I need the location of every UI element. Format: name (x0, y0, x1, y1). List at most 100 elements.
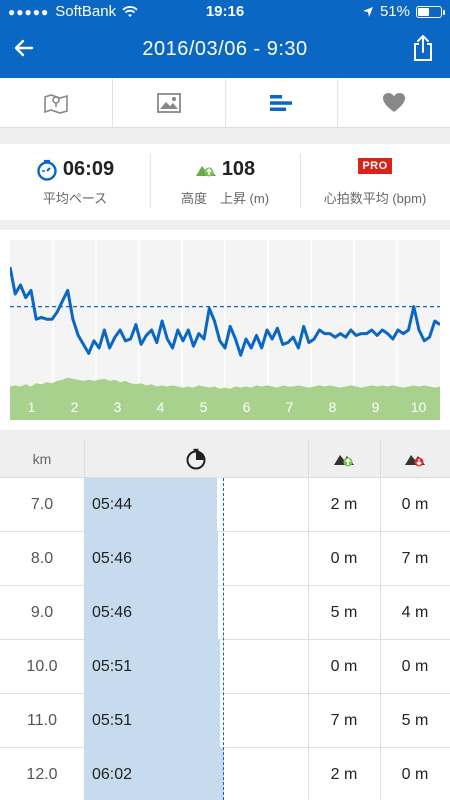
section-divider (0, 430, 450, 440)
battery-fill (418, 7, 430, 16)
elevation-down-cell: 0 m (401, 496, 429, 513)
stat-pace: 06:09 平均ペース (0, 144, 150, 220)
stat-elevation: 108 高度 上昇 (m) (150, 144, 300, 220)
app-header: 2016/03/06 - 9:30 (0, 22, 450, 78)
x-tick-label: 7 (286, 399, 294, 415)
pace-bar (84, 532, 218, 586)
x-tick-label: 5 (200, 399, 208, 415)
elevation-up-cell: 5 m (330, 604, 358, 621)
elevation-down-cell: 5 m (401, 712, 429, 729)
pace-bar (84, 478, 217, 532)
x-tick-label: 3 (114, 399, 122, 415)
pace-line (10, 266, 440, 357)
elevation-area (10, 377, 440, 420)
map-icon (44, 93, 68, 114)
table-row[interactable]: 10.0 05:51 0 m 0 m (0, 640, 450, 694)
elevation-down-cell: 7 m (401, 550, 429, 567)
elevation-down-cell: 4 m (401, 604, 429, 621)
elevation-up-cell: 7 m (330, 712, 358, 729)
km-header: km (32, 451, 52, 467)
stats-summary: 06:09 平均ペース 108 高度 上昇 (m) PRO 心拍数平均 (bpm… (0, 144, 450, 220)
x-tick-label: 2 (71, 399, 79, 415)
status-bar: ●●●●● SoftBank 19:16 51% (0, 0, 450, 22)
column-divider (380, 440, 381, 477)
pace-value: 06:09 (62, 158, 115, 180)
km-cell: 11.0 (27, 712, 57, 729)
signal-icon: ●●●●● (8, 4, 50, 19)
pace-bar (84, 694, 220, 748)
photo-icon (156, 92, 181, 113)
average-pace-line (223, 478, 224, 800)
pace-cell: 05:44 (92, 496, 133, 513)
carrier-name: SoftBank (55, 3, 117, 20)
splits-table-header: km (0, 440, 450, 478)
pace-icon (37, 159, 57, 181)
elevation-up-cell: 2 m (330, 766, 358, 783)
km-cell: 9.0 (30, 604, 54, 621)
table-row[interactable]: 7.0 05:44 2 m 0 m (0, 478, 450, 532)
section-divider (0, 128, 450, 144)
x-tick-label: 1 (28, 399, 36, 415)
x-tick-label: 10 (411, 399, 427, 415)
elevation-up-icon (334, 455, 354, 467)
elevation-up-cell: 2 m (330, 496, 358, 513)
pace-elevation-chart: 1 2 3 4 5 6 7 8 9 10 (0, 230, 450, 430)
page-title: 2016/03/06 - 9:30 (142, 38, 308, 60)
splits-table: 7.0 05:44 2 m 0 m 8.0 05:46 0 m 7 m 9.0 … (0, 478, 450, 800)
column-divider (308, 440, 309, 477)
table-row[interactable]: 9.0 05:46 5 m 4 m (0, 586, 450, 640)
elevation-down-cell: 0 m (401, 766, 429, 783)
location-arrow-icon (362, 6, 373, 17)
stopwatch-icon (186, 448, 206, 470)
table-row[interactable]: 8.0 05:46 0 m 7 m (0, 532, 450, 586)
pro-badge: PRO (358, 158, 392, 174)
wifi-icon (122, 5, 138, 17)
pace-bar (84, 586, 218, 640)
x-tick-label: 4 (157, 399, 165, 415)
km-cell: 7.0 (30, 496, 54, 513)
elevation-down-icon (405, 455, 425, 467)
pace-cell: 05:51 (92, 712, 133, 729)
activity-tabs (0, 78, 450, 128)
share-icon[interactable] (410, 34, 436, 62)
elevation-down-cell: 0 m (401, 658, 429, 675)
pace-cell: 06:02 (92, 766, 133, 783)
status-time: 19:16 (205, 3, 245, 20)
battery-icon (416, 5, 445, 18)
km-cell: 10.0 (26, 658, 58, 675)
elevation-up-icon (195, 165, 216, 176)
elevation-up-cell: 0 m (330, 550, 358, 567)
pace-cell: 05:51 (92, 658, 133, 675)
elevation-down-header (380, 440, 450, 478)
section-divider (0, 220, 450, 230)
back-arrow-icon[interactable] (12, 36, 36, 60)
tab-stats[interactable] (226, 78, 339, 127)
elevation-up-cell: 0 m (330, 658, 358, 675)
km-cell: 12.0 (26, 766, 58, 783)
pace-cell: 05:46 (92, 550, 133, 567)
column-divider (84, 440, 85, 477)
elevation-value: 108 (221, 158, 256, 180)
pace-cell: 05:46 (92, 604, 133, 621)
stat-heart-rate[interactable]: PRO 心拍数平均 (bpm) (300, 144, 450, 220)
pace-bar (84, 748, 224, 800)
x-tick-label: 8 (329, 399, 337, 415)
heart-icon (383, 93, 406, 112)
heart-rate-label: 心拍数平均 (bpm) (323, 191, 427, 206)
km-cell: 8.0 (30, 550, 54, 567)
tab-heart-rate[interactable] (338, 78, 450, 127)
pace-label: 平均ペース (42, 191, 108, 206)
elevation-label: 高度 上昇 (m) (180, 191, 270, 206)
x-tick-label: 9 (372, 399, 380, 415)
battery-percent: 51% (379, 3, 410, 20)
tab-photos[interactable] (113, 78, 226, 127)
pace-bar (84, 640, 220, 694)
chart-canvas: 1 2 3 4 5 6 7 8 9 10 (10, 240, 440, 420)
pace-header (84, 440, 308, 478)
table-row[interactable]: 11.0 05:51 7 m 5 m (0, 694, 450, 748)
table-row[interactable]: 12.0 06:02 2 m 0 m (0, 748, 450, 800)
tab-map[interactable] (0, 78, 113, 127)
x-tick-label: 6 (243, 399, 251, 415)
elevation-up-header (308, 440, 380, 478)
stats-icon (270, 94, 293, 111)
